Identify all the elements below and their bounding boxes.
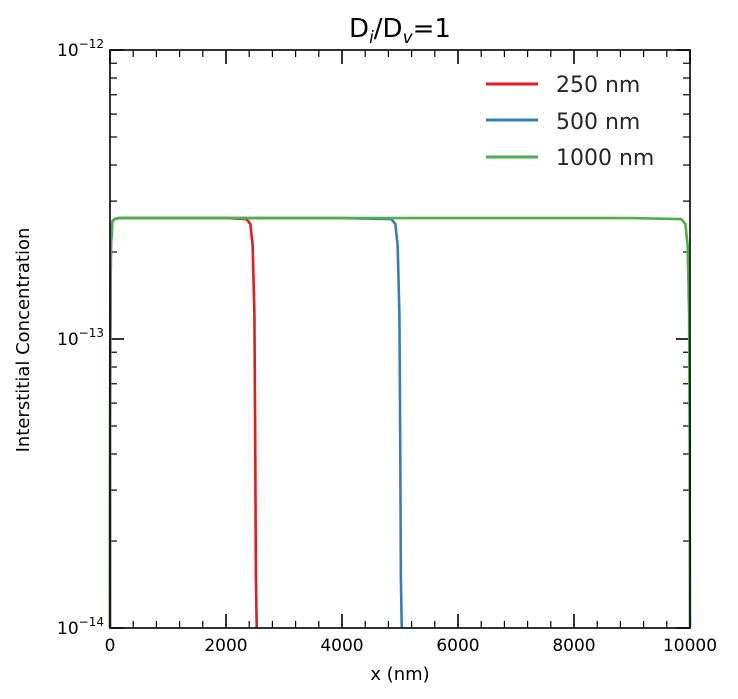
title-sub-1: i [369,28,374,48]
y-tick-labels: 10−14 10−13 10−12 [57,37,104,639]
y-tick-label-1: 10−13 [57,326,104,350]
title-sub-2: v [403,28,414,48]
y-axis-label: Interstitial Concentration [13,228,34,453]
x-axis-label: x (nm) [370,664,429,685]
y-tick-label-0: 10−14 [57,615,104,639]
title-mid: /D [374,14,403,44]
legend-label-1000nm: 1000 nm [556,146,654,171]
x-tick-labels: 0 2000 4000 6000 8000 10000 [105,636,717,656]
x-tick-label-4: 8000 [552,636,595,656]
chart-title: Di/Dv=1 [349,14,451,48]
legend-label-500nm: 500 nm [556,110,640,135]
x-tick-label-0: 0 [105,636,116,656]
y-tick-label-2: 10−12 [57,37,104,61]
x-tick-label-2: 4000 [320,636,363,656]
x-tick-label-1: 2000 [204,636,247,656]
x-tick-label-3: 6000 [436,636,479,656]
title-end: =1 [413,14,451,44]
legend-label-250nm: 250 nm [556,73,640,98]
series-line-0 [108,216,259,629]
plot-area [108,216,692,629]
legend: 250 nm 500 nm 1000 nm [486,73,654,171]
axes-frame [109,49,691,629]
series-line-2 [108,216,692,629]
title-main: D [349,14,369,44]
x-tick-label-5: 10000 [663,636,717,656]
